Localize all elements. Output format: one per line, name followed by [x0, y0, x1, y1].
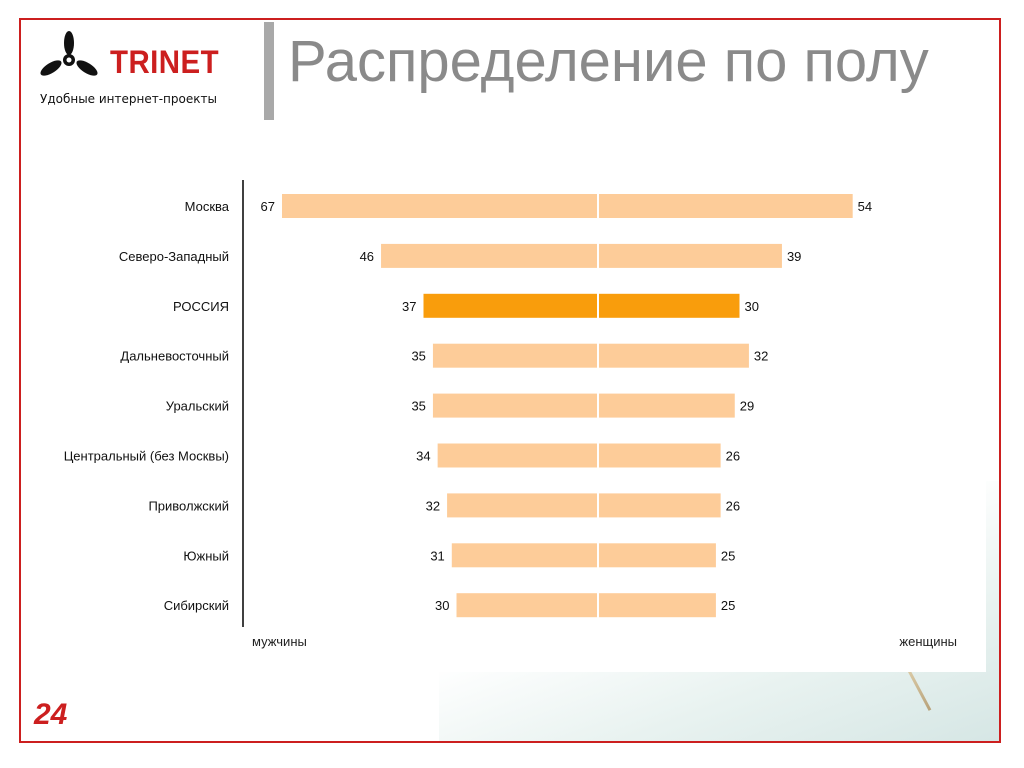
logo-tagline: Удобные интернет-проекты	[40, 92, 217, 106]
bar-women	[599, 593, 716, 618]
bar-women	[599, 293, 740, 318]
value-label-men: 30	[435, 598, 449, 613]
value-label-women: 39	[787, 249, 801, 264]
bar-men	[282, 194, 597, 218]
title-accent-bar	[264, 22, 274, 120]
bar-men	[456, 593, 597, 618]
bar-men	[432, 343, 597, 368]
value-label-men: 67	[261, 199, 275, 214]
category-label: Центральный (без Москвы)	[64, 449, 229, 464]
value-label-men: 46	[360, 249, 374, 264]
value-label-women: 29	[740, 399, 754, 414]
category-label: РОССИЯ	[173, 299, 229, 314]
bar-men	[437, 443, 597, 468]
bar-women	[599, 493, 721, 518]
value-label-women: 30	[744, 299, 758, 314]
bar-men	[381, 243, 597, 268]
value-label-women: 25	[721, 598, 735, 613]
value-label-men: 35	[411, 349, 425, 364]
value-label-women: 32	[754, 349, 768, 364]
value-label-men: 34	[416, 449, 430, 464]
category-label: Дальневосточный	[120, 349, 229, 364]
bar-women	[599, 343, 749, 368]
bar-women	[599, 443, 721, 468]
value-label-women: 26	[726, 498, 740, 513]
bar-men	[423, 293, 597, 318]
right-series-label: женщины	[899, 634, 957, 649]
logo-wordmark: TRINET	[110, 44, 220, 80]
category-label: Северо-Западный	[119, 249, 229, 264]
left-series-label: мужчины	[252, 634, 307, 649]
category-label: Уральский	[166, 399, 229, 414]
bar-men	[447, 493, 597, 518]
page-title: Распределение по полу	[288, 29, 929, 94]
bar-women	[599, 194, 853, 218]
value-label-men: 31	[430, 548, 444, 563]
value-label-men: 37	[402, 299, 416, 314]
bar-women	[599, 243, 782, 268]
category-label: Южный	[183, 548, 229, 563]
value-label-women: 54	[858, 199, 872, 214]
value-label-men: 32	[426, 498, 440, 513]
bar-women	[599, 543, 716, 568]
value-label-women: 26	[726, 449, 740, 464]
bar-men	[451, 543, 597, 568]
value-label-men: 35	[411, 399, 425, 414]
category-label: Приволжский	[148, 498, 229, 513]
value-label-women: 25	[721, 548, 735, 563]
bar-men	[432, 393, 597, 418]
propeller-logo-icon	[40, 31, 98, 76]
page-number: 24	[34, 698, 68, 731]
category-label: Сибирский	[164, 598, 229, 613]
bar-women	[599, 393, 735, 418]
category-label: Москва	[185, 199, 230, 214]
